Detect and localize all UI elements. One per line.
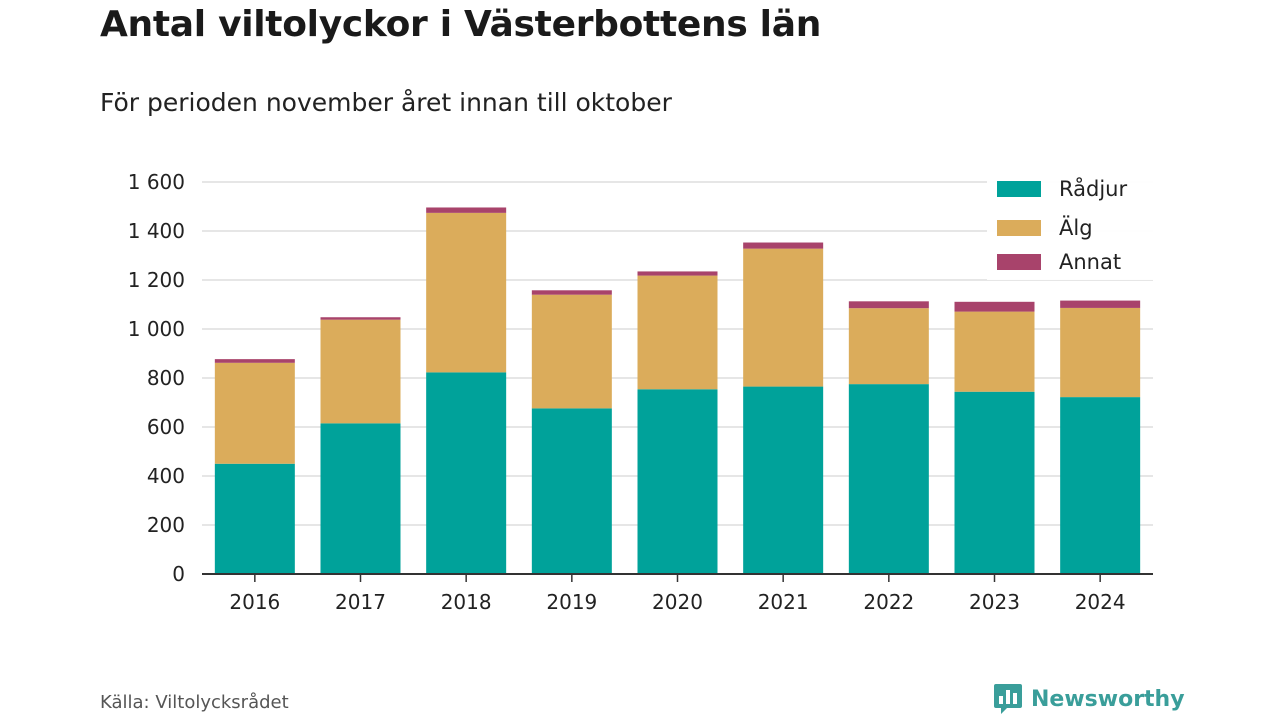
bar-segment-älg — [426, 212, 507, 373]
bar-segment-annat — [954, 301, 1035, 312]
bar-segment-rådjur — [848, 384, 929, 574]
source-note: Källa: Viltolycksrådet — [100, 692, 289, 713]
bar-segment-rådjur — [214, 463, 295, 574]
y-tick-label: 1 200 — [128, 268, 185, 292]
legend-label-rådjur: Rådjur — [1059, 176, 1127, 201]
bar-segment-älg — [848, 308, 929, 385]
y-tick-label: 800 — [147, 366, 185, 390]
x-axis — [202, 573, 1153, 582]
legend: Rådjur Älg Annat — [987, 170, 1153, 280]
bar-segment-älg — [743, 248, 824, 387]
bar-segment-annat — [637, 271, 718, 276]
y-tick-label: 600 — [147, 415, 185, 439]
legend-label-annat: Annat — [1059, 250, 1121, 274]
bar-segment-älg — [320, 319, 401, 424]
legend-label-älg: Älg — [1059, 215, 1093, 240]
bar-segment-älg — [637, 275, 718, 390]
x-tick-label: 2019 — [546, 590, 597, 614]
bar-segment-rådjur — [743, 386, 824, 574]
y-tick-label: 0 — [172, 562, 185, 586]
y-tick-label: 1 600 — [128, 170, 185, 194]
chart-title: Antal viltolyckor i Västerbottens län — [100, 4, 822, 45]
bar-segment-älg — [531, 294, 612, 409]
chart-subtitle: För perioden november året innan till ok… — [100, 88, 672, 117]
bar-segment-rådjur — [954, 391, 1035, 574]
x-tick-label: 2020 — [652, 590, 703, 614]
bar-segment-annat — [214, 359, 295, 363]
x-tick-label: 2021 — [758, 590, 809, 614]
bar-segment-annat — [848, 301, 929, 309]
bar-segment-annat — [743, 242, 824, 249]
x-tick-label: 2018 — [441, 590, 492, 614]
x-tick-label: 2023 — [969, 590, 1020, 614]
y-tick-label: 1 000 — [128, 317, 185, 341]
y-tick-label: 1 400 — [128, 219, 185, 243]
x-tick-label: 2016 — [229, 590, 280, 614]
bar-segment-älg — [214, 362, 295, 464]
bar-segment-älg — [954, 311, 1035, 392]
bar-segment-älg — [1060, 307, 1141, 398]
bar-segment-rådjur — [1060, 397, 1141, 574]
bar-segment-annat — [320, 317, 401, 320]
bars — [214, 207, 1141, 574]
legend-swatch-annat — [997, 254, 1041, 270]
legend-swatch-älg — [997, 220, 1041, 236]
bar-segment-rådjur — [531, 408, 612, 574]
bar-segment-rådjur — [426, 372, 507, 574]
bar-segment-annat — [1060, 300, 1141, 308]
brand-name: Newsworthy — [1031, 686, 1185, 712]
y-axis-tick-labels: 0 200 400 600 800 1 000 1 200 1 400 1 600 — [128, 170, 185, 586]
x-tick-label: 2022 — [863, 590, 914, 614]
bar-segment-annat — [531, 290, 612, 295]
brand-logo: Newsworthy — [993, 682, 1185, 716]
bar-chart-speech-bubble-icon — [994, 684, 1022, 714]
bar-segment-annat — [426, 207, 507, 213]
bar-segment-rådjur — [320, 423, 401, 574]
bar-segment-rådjur — [637, 389, 718, 574]
x-tick-label: 2024 — [1075, 590, 1126, 614]
y-tick-label: 400 — [147, 464, 185, 488]
x-tick-label: 2017 — [335, 590, 386, 614]
x-axis-tick-labels: 2016 2017 2018 2019 2020 2021 2022 2023 2024 — [229, 590, 1125, 614]
y-tick-label: 200 — [147, 513, 185, 537]
legend-swatch-rådjur — [997, 181, 1041, 197]
